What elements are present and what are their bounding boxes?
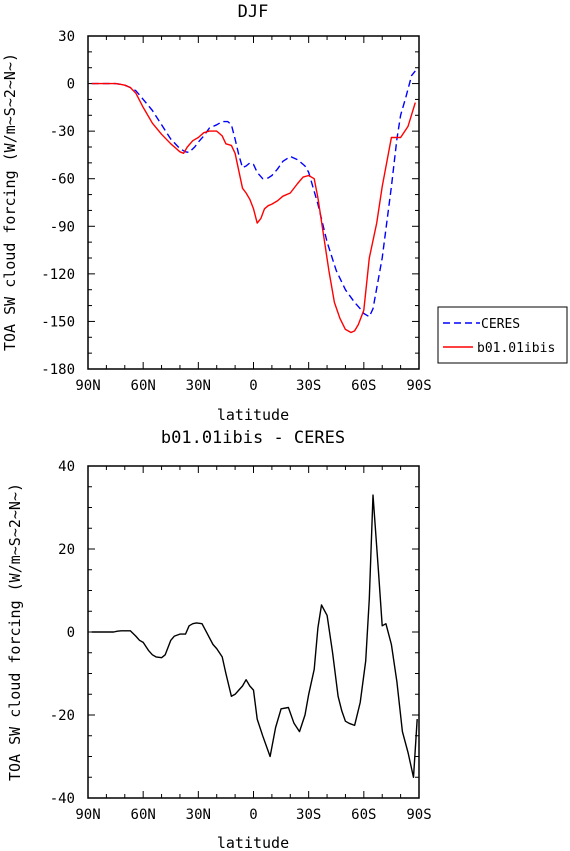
plot-frame <box>87 465 420 799</box>
y-tick-labels: 30 0 -30 -60 -90 -120 -150 -180 <box>41 29 75 378</box>
y-tick-label: -150 <box>41 314 75 330</box>
y-tick-label: 40 <box>58 459 75 475</box>
legend: CERES b01.01ibis <box>437 306 568 364</box>
y-axis-label: TOA SW cloud forcing (W/m~S~2~N~) <box>6 483 24 781</box>
series-lines <box>91 70 416 334</box>
x-tick-label: 30N <box>186 378 211 394</box>
x-tick-labels: 90N 60N 30N 0 30S 60S 90S <box>75 807 431 823</box>
x-tick-label: 90S <box>406 378 431 394</box>
y-tick-labels: 40 20 0 -20 -40 <box>50 459 75 807</box>
y-tick-label: 20 <box>58 542 75 558</box>
chart-title: b01.01ibis - CERES <box>161 428 345 448</box>
plot-frame <box>87 35 420 370</box>
series-line-ceres <box>91 70 416 318</box>
x-tick-label: 60N <box>131 378 156 394</box>
x-axis-label: latitude <box>217 834 289 851</box>
y-tick-label: 0 <box>67 77 75 93</box>
legend-box <box>437 306 568 364</box>
x-tick-label: 90N <box>75 378 100 394</box>
x-tick-label: 60S <box>351 378 376 394</box>
legend-label-ceres: CERES <box>481 317 520 332</box>
y-tick-label: -90 <box>50 219 75 235</box>
y-axis-label: TOA SW cloud forcing (W/m~S~2~N~) <box>1 53 19 351</box>
x-tick-label: 90S <box>406 807 431 823</box>
tick-marks <box>87 465 420 799</box>
chart-title: DJF <box>238 2 269 22</box>
x-tick-label: 60N <box>131 807 156 823</box>
y-tick-label: -180 <box>41 362 75 378</box>
x-tick-labels: 90N 60N 30N 0 30S 60S 90S <box>75 378 431 394</box>
x-tick-label: 30N <box>186 807 211 823</box>
legend-label-b01-01ibis: b01.01ibis <box>477 341 555 356</box>
series-line-b01-01ibis <box>91 82 416 334</box>
y-tick-label: -60 <box>50 172 75 188</box>
x-axis-label: latitude <box>217 406 289 424</box>
y-tick-label: 30 <box>58 29 75 45</box>
y-tick-label: -40 <box>50 791 75 807</box>
y-tick-label: -120 <box>41 267 75 283</box>
x-tick-label: 30S <box>296 807 321 823</box>
y-tick-label: -30 <box>50 124 75 140</box>
x-tick-label: 90N <box>75 807 100 823</box>
x-tick-label: 30S <box>296 378 321 394</box>
panel-difference: b01.01ibis - CERES 40 20 0 -20 -40 90N 60N 30N… <box>6 428 432 851</box>
x-tick-label: 0 <box>249 378 257 394</box>
series-line-difference <box>91 494 418 778</box>
x-tick-label: 60S <box>351 807 376 823</box>
y-tick-label: 0 <box>67 625 75 641</box>
tick-marks <box>87 35 420 370</box>
y-tick-label: -20 <box>50 708 75 724</box>
x-tick-label: 0 <box>249 807 257 823</box>
series-lines <box>91 494 418 778</box>
panel-mean-sw-forcing: DJF 300-30-60-90-120-150-180 90N 60N 30N 0 3… <box>1 2 432 424</box>
